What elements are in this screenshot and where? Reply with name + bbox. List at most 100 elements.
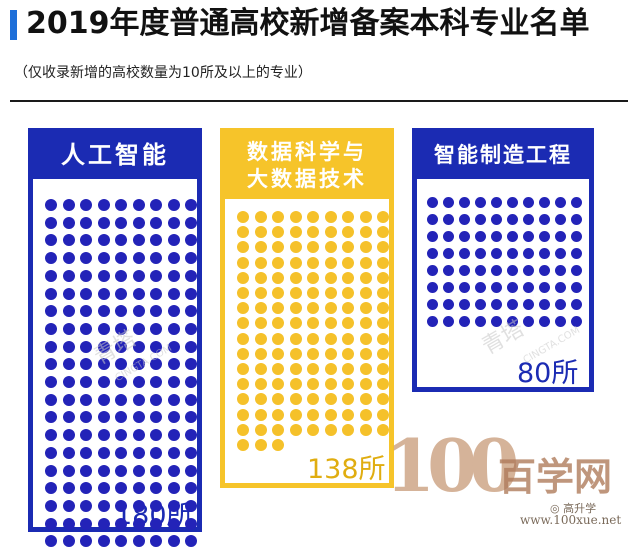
pictogram-dot [167,216,180,229]
pictogram-dot [459,265,470,276]
pictogram-dot [377,317,389,330]
pictogram-dot [272,317,284,330]
pictogram-dot [80,305,92,318]
pictogram-dot [167,393,180,406]
pictogram-dot [132,464,145,477]
logo-url: www.100xue.net [520,513,622,527]
pictogram-dot [115,499,127,512]
pictogram-dot [185,234,197,247]
pictogram-dot [97,269,110,282]
pictogram-dot [97,252,110,265]
pictogram-dot [539,282,550,293]
pictogram-dot [475,248,486,259]
pictogram-dot [80,411,92,424]
pictogram-dot [427,265,438,276]
pictogram-dot [342,332,354,345]
pictogram-dot [115,199,127,211]
pictogram-dot [272,332,284,345]
pictogram-dot [45,340,57,353]
pictogram-dot [475,316,486,327]
pictogram-dot [555,214,566,225]
pictogram-dot [150,411,162,424]
pictogram-dot [62,393,75,406]
pictogram-dot [80,216,92,229]
pictogram-dot [342,256,354,269]
pictogram-dot [185,446,197,459]
pictogram-dot [377,423,389,436]
pictogram-dot [324,287,337,299]
pictogram-dot [571,231,582,242]
pictogram-dot [571,197,582,208]
pictogram-dot [167,252,180,265]
pictogram-dot [80,376,92,388]
pictogram-dot [555,248,566,259]
pictogram-dot [491,299,502,310]
pictogram-dot [307,271,319,284]
pictogram-dot [97,429,110,442]
pictogram-dot [97,287,110,300]
pictogram-dot [324,423,337,436]
pictogram-dot [491,265,502,276]
pictogram-dot [307,408,319,421]
pictogram-dot [237,408,249,421]
pictogram-dot [254,241,267,254]
pictogram-dot [475,299,486,310]
pictogram-dot [324,241,337,254]
pictogram-dot [555,316,566,327]
pictogram-dot [289,332,302,345]
pictogram-dot [150,482,162,495]
pictogram-dot [427,248,438,259]
pictogram-dot [97,535,110,547]
pictogram-dot [97,234,110,247]
pictogram-dot [167,499,180,512]
pictogram-dot [97,199,110,211]
pictogram-dot [237,241,249,254]
pictogram-dot [427,214,438,225]
pictogram-dot [289,347,302,360]
pictogram-dot [80,252,92,265]
pictogram-dot [115,358,127,371]
pictogram-dot [289,378,302,391]
pictogram-dot [475,231,486,242]
pictogram-dot [62,411,75,424]
pictogram-dot [45,411,57,424]
pictogram-dot [132,393,145,406]
pictogram-dot [80,322,92,335]
pictogram-dot [324,408,337,421]
pictogram-dot [272,423,284,436]
pictogram-dot [45,252,57,265]
pictogram-dot [62,499,75,512]
pictogram-dot [571,248,582,259]
pictogram-dot [150,322,162,335]
pictogram-dot [185,340,197,353]
pictogram-dot [254,256,267,269]
pictogram-dot [167,464,180,477]
panel-ai-title: 人工智能 [61,141,169,170]
pictogram-dot [359,332,372,345]
pictogram-dot [62,287,75,300]
pictogram-dot [342,317,354,330]
pictogram-dot [97,446,110,459]
pictogram-dot [97,305,110,318]
pictogram-dot [523,248,534,259]
pictogram-dot [507,214,518,225]
pictogram-dot [62,358,75,371]
pictogram-dot [324,378,337,391]
pictogram-dot [132,216,145,229]
pictogram-dot [115,446,127,459]
pictogram-dot [359,408,372,421]
pictogram-dot [167,376,180,388]
pictogram-dot [185,305,197,318]
pictogram-dot [342,393,354,406]
pictogram-dot [507,197,518,208]
pictogram-dot [237,378,249,391]
panel-data-science-title-line2: 大数据技术 [247,167,367,191]
pictogram-dot [185,322,197,335]
pictogram-dot [272,393,284,406]
pictogram-dot [115,234,127,247]
panel-data-science-header: 数据科学与 大数据技术 [225,133,389,199]
pictogram-dot [359,363,372,375]
pictogram-dot [443,197,454,208]
panel-ai: 人工智能 180所 [28,128,202,547]
pictogram-dot [289,317,302,330]
